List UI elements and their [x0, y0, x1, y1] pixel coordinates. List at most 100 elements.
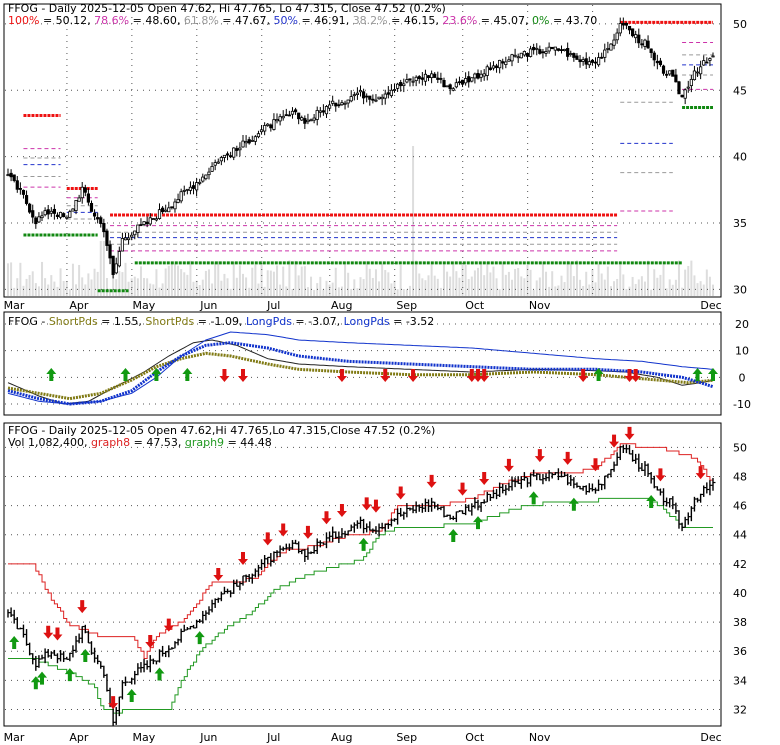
- volume-bar: [186, 274, 189, 296]
- price-candle-body: [498, 59, 502, 69]
- volume-bar: [690, 260, 693, 296]
- month-label: Sep: [396, 731, 417, 744]
- price-candle-body: [213, 162, 217, 166]
- price-candle-body: [321, 110, 325, 113]
- price-candle-body: [405, 79, 409, 83]
- price-candle-body: [80, 186, 84, 199]
- oscillator-lines: [7, 331, 714, 406]
- month-label: Nov: [529, 731, 551, 744]
- price-candle-body: [133, 230, 137, 236]
- up-arrow-icon: [568, 497, 579, 511]
- volume-bar: [548, 286, 551, 296]
- price-candle-body: [352, 94, 356, 97]
- volume-bar: [214, 262, 217, 296]
- price-candle-body: [661, 65, 666, 74]
- channel-y-tick-label: 32: [733, 703, 747, 716]
- price-candle-body: [596, 57, 601, 66]
- volume-bar: [65, 280, 68, 296]
- price-candle-body: [442, 79, 446, 88]
- volume-bar: [705, 269, 708, 296]
- price-candle-body: [488, 67, 492, 71]
- price-candle-body: [46, 209, 50, 215]
- down-arrow-icon: [321, 511, 332, 525]
- down-arrow-icon: [213, 568, 224, 582]
- price-candle-body: [680, 94, 684, 98]
- price-candle-body: [6, 174, 10, 177]
- price-candle-body: [593, 61, 598, 64]
- volume-bar: [452, 264, 455, 296]
- volume-bar: [449, 276, 452, 296]
- month-label: Apr: [69, 299, 89, 312]
- volume-bar: [331, 282, 334, 296]
- graph9-label: graph9: [185, 436, 224, 449]
- volume-bar: [702, 284, 705, 296]
- price-candle-body: [232, 147, 236, 158]
- volume-bar: [90, 279, 93, 296]
- volume-bar: [433, 275, 436, 296]
- channel-x-axis: Mar Apr May Jun Jul Aug Sep Oct Nov Dec: [4, 731, 722, 744]
- volume-bar: [254, 264, 257, 296]
- volume-bar: [337, 287, 340, 296]
- volume-bar: [507, 271, 510, 296]
- volume-bar: [340, 286, 343, 296]
- price-candle-body: [516, 56, 520, 59]
- price-candle-body: [457, 81, 462, 84]
- volume-bar: [53, 281, 56, 296]
- price-candle-body: [105, 230, 109, 246]
- price-candle-body: [102, 223, 106, 233]
- volume-bar: [201, 279, 204, 296]
- price-candle-body: [96, 217, 100, 220]
- price-y-tick-label: 35: [733, 217, 747, 230]
- price-candle-body: [562, 48, 567, 52]
- volume-bar: [7, 263, 9, 296]
- volume-bar: [504, 274, 507, 296]
- channel-y-tick-label: 50: [733, 441, 747, 454]
- volume-bar: [232, 261, 235, 296]
- price-candle-body: [541, 51, 545, 54]
- price-candle-body: [380, 96, 384, 100]
- price-candle-body: [89, 202, 94, 212]
- price-candle-body: [612, 39, 616, 46]
- price-candle-body: [229, 155, 233, 158]
- volume-bar: [31, 271, 34, 296]
- channel-y-tick-label: 48: [733, 471, 747, 484]
- volume-bar: [328, 284, 331, 296]
- price-candle-body: [263, 125, 267, 132]
- price-candle-body: [392, 89, 397, 91]
- fib-legend-236-value: 45.07: [494, 14, 526, 27]
- up-arrow-icon: [30, 676, 41, 690]
- price-candle-body: [600, 56, 604, 59]
- volume-bar: [368, 268, 371, 296]
- price-candle-body: [451, 88, 455, 91]
- volume-bar: [99, 241, 102, 296]
- down-arrow-icon: [466, 369, 477, 382]
- price-candle-body: [436, 77, 440, 80]
- volume-bar: [622, 274, 625, 296]
- price-title-text: FFOG - Daily 2025-12-05 Open 47.62, Hi 4…: [8, 2, 446, 15]
- price-candle-body: [52, 208, 56, 214]
- volume-bar: [158, 287, 161, 296]
- channel-y-tick-label: 40: [733, 587, 747, 600]
- volume-bar: [393, 280, 396, 296]
- volume-bar: [118, 271, 121, 296]
- volume-bar: [121, 272, 124, 296]
- down-arrow-icon: [630, 369, 641, 382]
- volume-bar: [133, 276, 136, 296]
- price-candle-body: [559, 49, 564, 51]
- price-candle-body: [269, 124, 273, 129]
- down-arrow-icon: [238, 369, 248, 382]
- price-candle-body: [494, 65, 499, 68]
- channel-arrows: [9, 426, 706, 710]
- longpds-line: [7, 341, 714, 406]
- price-candle-body: [655, 60, 659, 64]
- fib-legend-100-value: 50.12: [56, 14, 88, 27]
- volume-bar: [149, 283, 152, 296]
- price-candle-body: [624, 22, 629, 26]
- volume-bar: [109, 288, 112, 296]
- price-candle-body: [566, 48, 570, 57]
- fib-legend-0-label: 0%: [532, 14, 549, 27]
- volume-bar: [609, 286, 612, 296]
- price-candle-body: [256, 133, 261, 138]
- up-arrow-icon: [80, 649, 91, 663]
